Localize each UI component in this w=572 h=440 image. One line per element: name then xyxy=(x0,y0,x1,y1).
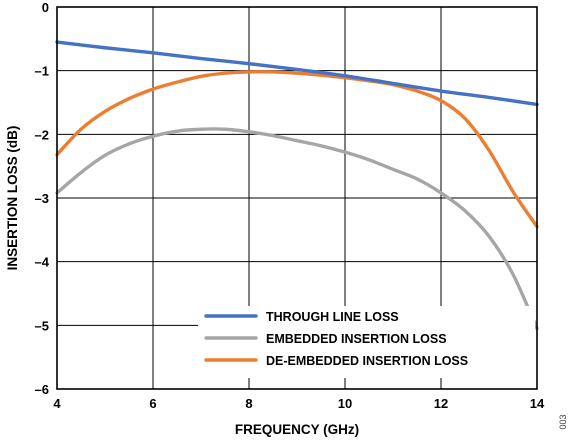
legend-label: THROUGH LINE LOSS xyxy=(266,310,399,324)
x-tick-label: 4 xyxy=(53,396,61,411)
plot-frame xyxy=(56,6,538,390)
x-tick-label: 8 xyxy=(245,396,252,411)
y-tick-label: –5 xyxy=(35,318,49,333)
x-tick-labels: 4 6 8 10 12 14 xyxy=(53,396,545,411)
x-tick-label: 12 xyxy=(434,396,448,411)
legend-label: EMBEDDED INSERTION LOSS xyxy=(266,332,447,346)
y-tick-labels: 0 –1 –2 –3 –4 –5 –6 xyxy=(35,0,50,397)
legend-label: DE-EMBEDDED INSERTION LOSS xyxy=(266,354,468,368)
series-line-embedded-insertion-loss xyxy=(55,127,539,331)
figure-number: 003 xyxy=(558,414,568,429)
series-line-through-line-loss xyxy=(55,40,539,107)
legend-background xyxy=(198,306,535,378)
y-tick-label: –1 xyxy=(35,64,49,79)
x-tick-label: 10 xyxy=(338,396,352,411)
legend: THROUGH LINE LOSS EMBEDDED INSERTION LOSS… xyxy=(198,306,535,378)
x-tick-label: 14 xyxy=(530,396,545,411)
y-tick-label: –6 xyxy=(35,382,49,397)
y-tick-label: –2 xyxy=(35,127,49,142)
y-tick-label: –4 xyxy=(35,255,50,270)
y-tick-label: 0 xyxy=(42,0,49,15)
x-axis-title: FREQUENCY (GHz) xyxy=(235,422,359,437)
series-lines xyxy=(55,40,539,331)
x-tick-label: 6 xyxy=(149,396,156,411)
y-tick-label: –3 xyxy=(35,191,49,206)
series-line-de-embedded-insertion-loss xyxy=(55,70,539,229)
y-axis-title: INSERTION LOSS (dB) xyxy=(5,126,20,271)
